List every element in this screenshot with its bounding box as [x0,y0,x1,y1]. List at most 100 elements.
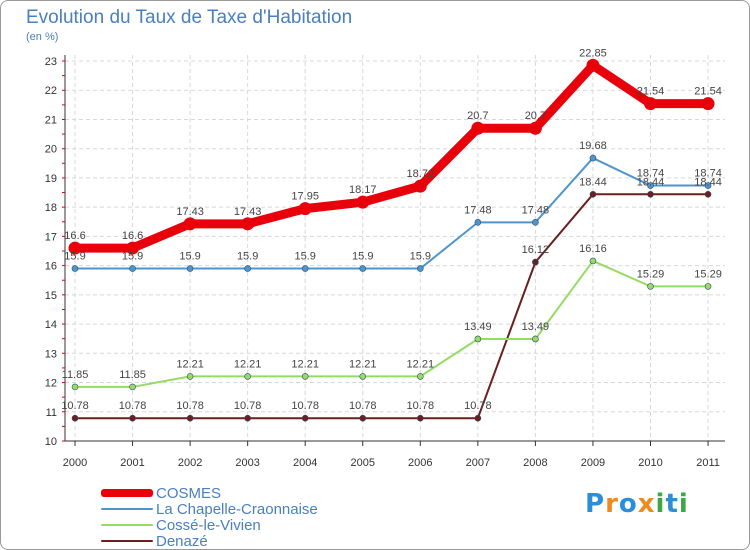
data-point [183,217,197,231]
chart-title: Evolution du Taux de Taxe d'Habitation [26,7,353,28]
data-point [68,241,82,255]
y-tick-label: 23 [45,56,57,68]
series-line [74,193,710,420]
series-line [74,157,710,270]
data-label: 17.43 [176,206,204,218]
data-point [416,414,424,422]
data-label: 12.21 [234,358,262,370]
data-label: 20.7 [525,110,546,122]
logo-letter: P [585,489,606,519]
data-point [416,373,424,380]
data-label: 15.9 [179,251,200,263]
y-tick-label: 10 [45,436,57,448]
data-label: 18.74 [694,168,722,180]
data-point [532,258,539,266]
data-point [589,257,597,265]
legend-item: Cossé-le-Vivien [101,516,318,534]
data-point [301,265,309,272]
data-label: 11.85 [119,369,146,381]
y-tick-label: 21 [45,114,57,126]
data-point [129,414,136,422]
data-point [474,335,482,343]
x-tick-label: 2008 [523,457,547,469]
data-point [704,283,712,290]
x-tick-label: 2003 [235,457,259,469]
y-tick-label: 12 [45,378,57,390]
data-label: 21.54 [637,86,665,98]
x-tick-label: 2011 [696,457,720,469]
data-point [71,265,79,272]
data-label: 19.68 [579,140,607,152]
series-line [70,60,713,253]
data-point [416,265,424,272]
legend-label: La Chapelle-Craonnaise [156,500,318,518]
x-tick-label: 2002 [178,457,202,469]
legend-swatch [101,489,153,497]
series-line [74,259,710,388]
data-point [413,179,427,193]
y-axis-unit: (en %) [26,31,59,43]
y-tick-label: 18 [45,202,57,214]
data-label: 10.78 [464,400,492,412]
data-label: 16.16 [579,243,607,255]
series-2 [71,154,712,272]
legend-label: Cossé-le-Vivien [156,516,261,534]
data-label: 18.74 [637,168,665,180]
data-label: 12.21 [349,358,377,370]
data-point [301,373,309,380]
data-label: 10.78 [407,400,435,412]
data-label: 18.17 [349,184,377,196]
data-label: 15.9 [352,251,373,263]
data-label: 10.78 [119,400,147,412]
legend-swatch [101,524,153,526]
data-label: 16.6 [64,230,85,242]
y-tick-label: 16 [45,261,57,273]
data-label: 15.9 [294,251,315,263]
legend-item: Denazé [101,533,318,549]
x-tick-label: 2009 [581,457,605,469]
data-point [359,373,367,380]
data-point [532,335,539,343]
data-label: 15.29 [637,268,665,280]
data-label: 18.44 [694,176,722,188]
data-label: 15.9 [410,251,431,263]
logo-letter: t [665,489,679,519]
series-3 [71,257,712,391]
logo-letter: x [637,489,656,519]
data-point [71,383,79,391]
data-point [301,414,309,422]
data-label: 18.72 [407,168,435,180]
data-label: 18.44 [579,176,607,188]
y-tick-label: 22 [45,85,57,97]
x-tick-label: 2007 [466,457,490,469]
data-label: 15.9 [122,251,143,263]
logo-letter: i [678,489,689,519]
data-point [589,154,597,162]
data-point [186,373,194,380]
data-point [644,97,657,111]
data-point [589,190,597,198]
data-label: 10.78 [176,400,204,412]
data-label: 17.43 [234,206,262,218]
data-label: 16.6 [122,230,143,242]
data-label: 10.78 [234,400,262,412]
data-label: 18.44 [637,176,665,188]
data-label: 13.49 [522,321,550,333]
data-point [244,265,251,272]
data-label: 11.85 [62,369,89,381]
proxiti-logo: Proxiti [585,489,689,519]
series-1 [68,58,715,255]
x-tick-label: 2001 [120,457,144,469]
data-label: 10.78 [291,400,319,412]
data-point [129,383,136,391]
y-tick-label: 20 [45,144,57,156]
data-point [647,190,654,198]
data-label: 15.29 [694,268,722,280]
data-label: 13.49 [464,321,492,333]
data-label: 17.48 [522,204,550,216]
data-point [241,217,255,231]
data-point [186,414,194,422]
data-point [532,219,539,226]
